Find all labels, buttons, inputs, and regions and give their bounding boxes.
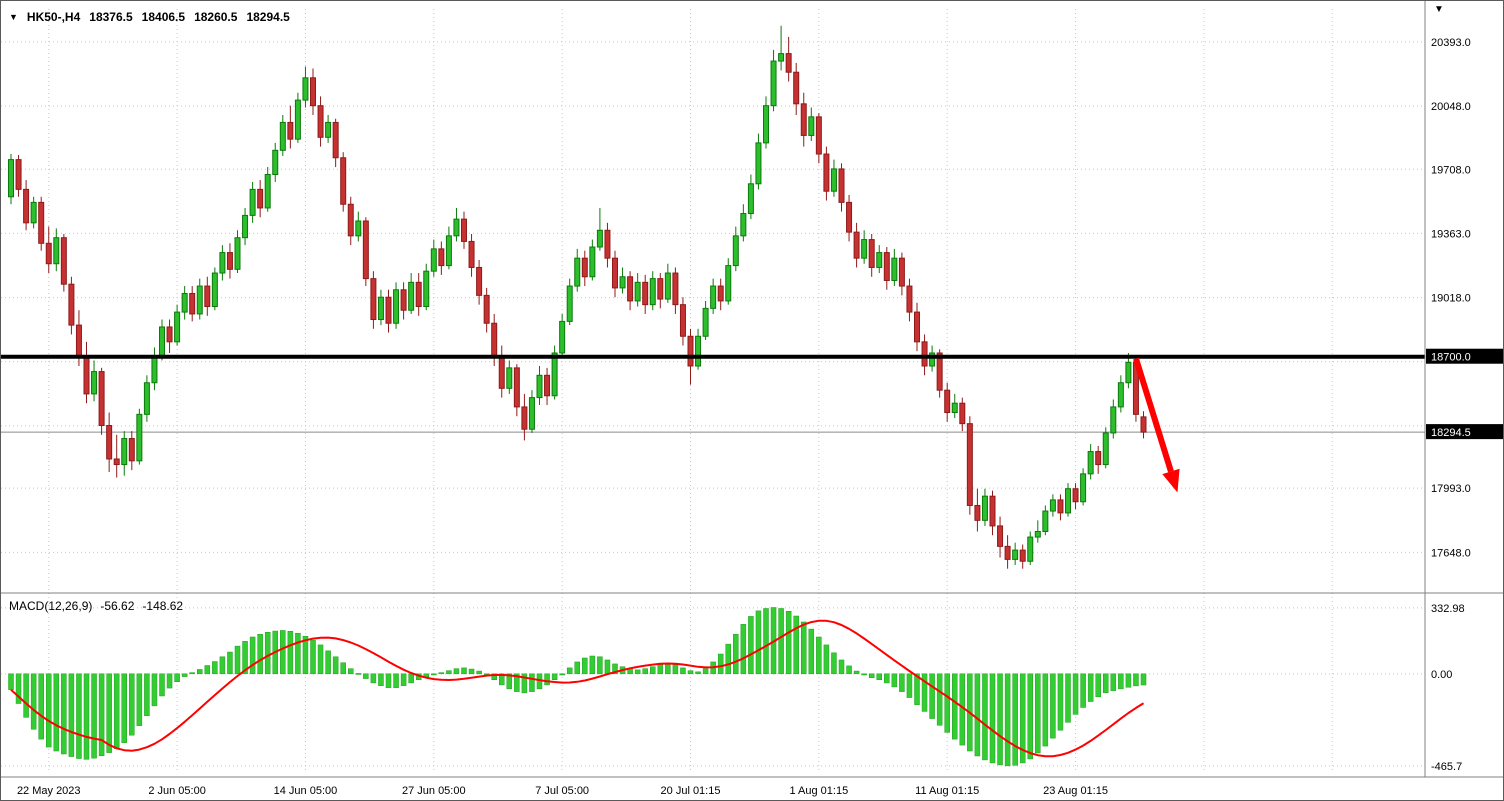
svg-text:11 Aug 01:15: 11 Aug 01:15: [915, 785, 979, 797]
svg-text:27 Jun 05:00: 27 Jun 05:00: [402, 785, 466, 797]
ohlc-close-value: 18294.5: [246, 10, 290, 24]
macd-main-value: -56.62: [100, 599, 135, 613]
panel-separators: [1, 1, 1503, 778]
svg-text:0.00: 0.00: [1431, 669, 1452, 681]
macd-layer: [8, 607, 1147, 767]
svg-text:20 Jul 01:15: 20 Jul 01:15: [661, 785, 721, 797]
svg-text:18294.5: 18294.5: [1431, 427, 1471, 439]
scale-menu-icon[interactable]: ▼: [1434, 4, 1444, 15]
symbol-dropdown-icon[interactable]: ▼: [9, 12, 18, 22]
ohlc-low-value: 18260.5: [194, 10, 238, 24]
macd-signal-value: -148.62: [142, 599, 184, 613]
ohlc-high-value: 18406.5: [141, 10, 186, 24]
svg-text:23 Aug 01:15: 23 Aug 01:15: [1043, 785, 1108, 797]
chart-header: ▼ HK50-,H4 18376.5 18406.5 18260.5 18294…: [9, 10, 290, 24]
svg-text:20393.0: 20393.0: [1431, 37, 1471, 49]
macd-indicator-header: MACD(12,26,9) -56.62 -148.62: [9, 599, 183, 613]
svg-text:-465.7: -465.7: [1431, 761, 1462, 773]
svg-text:17648.0: 17648.0: [1431, 547, 1471, 559]
svg-text:17993.0: 17993.0: [1431, 483, 1471, 495]
svg-text:2 Jun 05:00: 2 Jun 05:00: [148, 785, 206, 797]
symbol-timeframe-label: HK50-,H4: [26, 10, 81, 24]
trend-arrow-annotation[interactable]: [1133, 357, 1180, 493]
candlestick-layer: [8, 25, 1147, 569]
svg-text:1 Aug 01:15: 1 Aug 01:15: [789, 785, 848, 797]
svg-text:19363.0: 19363.0: [1431, 228, 1471, 240]
svg-text:19018.0: 19018.0: [1431, 293, 1471, 305]
time-scale[interactable]: 22 May 2023 2 Jun 05:00 14 Jun 05:00 27 Jun…: [17, 785, 1108, 797]
svg-text:18700.0: 18700.0: [1431, 352, 1471, 364]
svg-text:14 Jun 05:00: 14 Jun 05:00: [274, 785, 338, 797]
svg-text:7 Jul 05:00: 7 Jul 05:00: [535, 785, 589, 797]
price-scale[interactable]: 20393.0 20048.0 19708.0 19363.0 19018.0 17993…: [1426, 37, 1503, 773]
svg-text:332.98: 332.98: [1431, 603, 1465, 615]
svg-text:20048.0: 20048.0: [1431, 101, 1471, 113]
ohlc-open-value: 18376.5: [89, 10, 133, 24]
svg-text:19708.0: 19708.0: [1431, 164, 1471, 176]
macd-label: MACD(12,26,9): [9, 599, 93, 613]
svg-text:22 May 2023: 22 May 2023: [17, 785, 81, 797]
